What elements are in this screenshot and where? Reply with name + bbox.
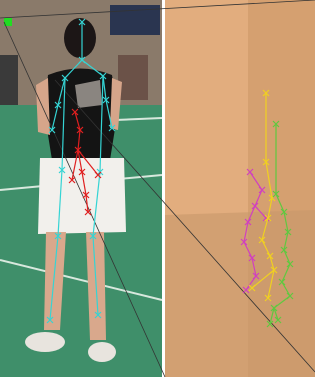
shirt-print xyxy=(75,80,102,108)
photo-panel xyxy=(0,0,162,377)
background-person xyxy=(118,55,148,100)
page: (() => { const svg = document.getElement… xyxy=(0,0,315,377)
arm xyxy=(36,78,50,135)
background-person xyxy=(0,55,18,105)
shoe xyxy=(88,342,116,362)
pose-viewer xyxy=(0,0,315,377)
shirt xyxy=(44,69,118,161)
shoe xyxy=(25,332,65,352)
render-panel xyxy=(165,0,315,377)
